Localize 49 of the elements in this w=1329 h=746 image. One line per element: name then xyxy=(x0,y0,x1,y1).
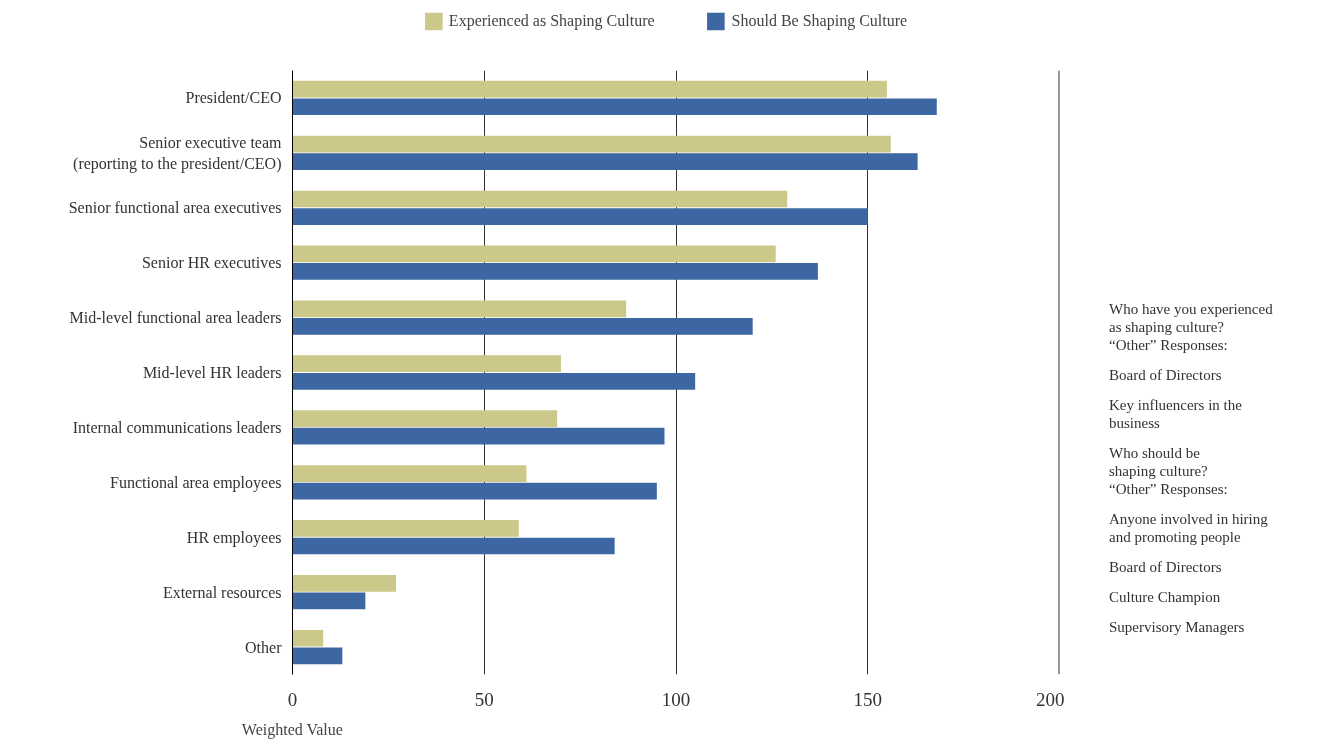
bar xyxy=(292,592,366,610)
x-tick-label: 150 xyxy=(853,688,882,710)
bar xyxy=(292,427,665,445)
y-tick-label: External resources xyxy=(162,583,282,601)
text: Anyone involved in hiring and promoting people xyxy=(1109,510,1268,546)
y-tick-label: Senior functional area executives xyxy=(68,199,282,217)
bar xyxy=(292,300,627,318)
bar xyxy=(292,537,615,555)
y-tick-label: Other xyxy=(245,638,283,656)
y-tick-label: Internal communications leaders xyxy=(72,418,282,436)
legend-label: Should Be Shaping Culture xyxy=(731,12,908,30)
y-tick-label: Functional area employees xyxy=(110,473,282,492)
x-tick-label: 50 xyxy=(474,688,494,710)
bar xyxy=(292,318,753,335)
bar xyxy=(292,629,324,647)
text: Who should be shaping culture? “Other” Responses: xyxy=(1109,444,1228,498)
bar xyxy=(292,372,696,390)
bar xyxy=(292,80,887,98)
x-tick-label: 100 xyxy=(661,688,691,710)
bar xyxy=(292,575,397,592)
text: Who have you experienced as shaping culture? “Other” Responses: xyxy=(1109,300,1273,354)
y-tick-label: President/CEO xyxy=(185,89,282,107)
bar xyxy=(292,482,657,500)
text: Key influencers in the business xyxy=(1109,396,1242,432)
bar xyxy=(292,98,937,116)
y-tick-label: Senior executive team (reporting to the president/CEO) xyxy=(73,134,283,173)
bar xyxy=(292,135,891,153)
y-tick-label: HR employees xyxy=(186,528,282,547)
bar xyxy=(292,263,818,280)
y-tick-label: Mid-level HR leaders xyxy=(142,364,282,381)
x-tick-label: 0 xyxy=(287,688,298,710)
text: Board of Directors xyxy=(1109,366,1222,384)
y-tick-label: Senior HR executives xyxy=(141,254,282,272)
legend-label: Experienced as Shaping Culture xyxy=(448,12,655,30)
bar xyxy=(292,208,868,225)
text: Board of Directors xyxy=(1109,558,1222,576)
bar xyxy=(292,520,519,537)
bar xyxy=(292,355,561,373)
x-axis-title: Weighted Value xyxy=(241,720,343,739)
bar xyxy=(292,647,343,665)
bar xyxy=(292,153,918,170)
y-tick-label: Mid-level functional area leaders xyxy=(69,309,282,327)
text: Culture Champion xyxy=(1109,588,1221,606)
bar xyxy=(292,410,558,427)
bar xyxy=(292,190,788,208)
bar xyxy=(292,465,527,482)
bar xyxy=(292,245,776,263)
text: Supervisory Managers xyxy=(1109,618,1245,636)
x-tick-label: 200 xyxy=(1036,688,1065,710)
